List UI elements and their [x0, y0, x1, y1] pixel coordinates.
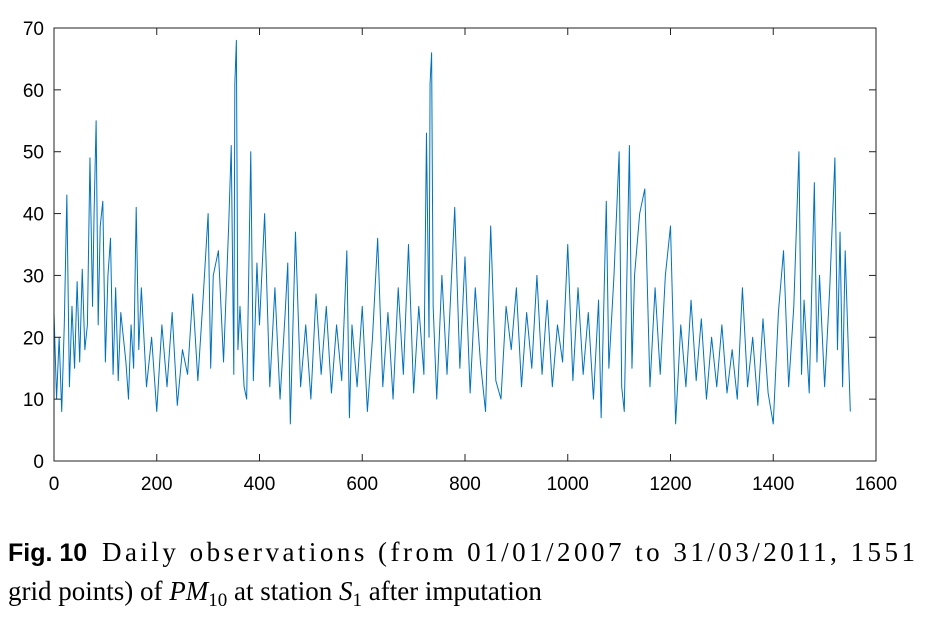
- caption-text: at station: [227, 576, 339, 606]
- y-tick-label: 40: [23, 205, 44, 226]
- caption-text: after imputation: [362, 576, 542, 606]
- x-tick-label: 1200: [649, 474, 691, 495]
- caption-math: PM: [168, 576, 209, 606]
- y-tick-label: 20: [23, 328, 44, 349]
- x-tick-label: 800: [449, 474, 481, 495]
- x-tick-label: 400: [244, 474, 276, 495]
- x-tick-label: 1400: [752, 474, 794, 495]
- y-tick-label: 70: [23, 19, 44, 40]
- data-line: [53, 39, 851, 425]
- y-tick-label: 0: [33, 452, 44, 473]
- y-tick-label: 60: [23, 81, 44, 102]
- y-tick-label: 30: [23, 266, 44, 287]
- y-tick-label: 50: [23, 143, 44, 164]
- plot-frame: [53, 27, 877, 462]
- caption-subscript: 1: [352, 590, 362, 611]
- y-tick-label: 10: [23, 390, 44, 411]
- x-tick-label: 200: [141, 474, 173, 495]
- caption-text: grid points) of: [8, 576, 169, 606]
- caption-text: Daily observations (from 01/01/2007 to 3…: [102, 537, 915, 567]
- x-tick-label: 0: [49, 474, 60, 495]
- caption-subscript: 10: [208, 590, 227, 611]
- x-tick-label: 600: [346, 474, 378, 495]
- caption-text: grid points) of PM10 at station S1 after…: [8, 576, 542, 611]
- x-tick-label: 1000: [547, 474, 589, 495]
- x-tick-label: 1600: [855, 474, 897, 495]
- caption-label: Fig. 10: [8, 539, 87, 567]
- caption-math: S: [339, 576, 353, 606]
